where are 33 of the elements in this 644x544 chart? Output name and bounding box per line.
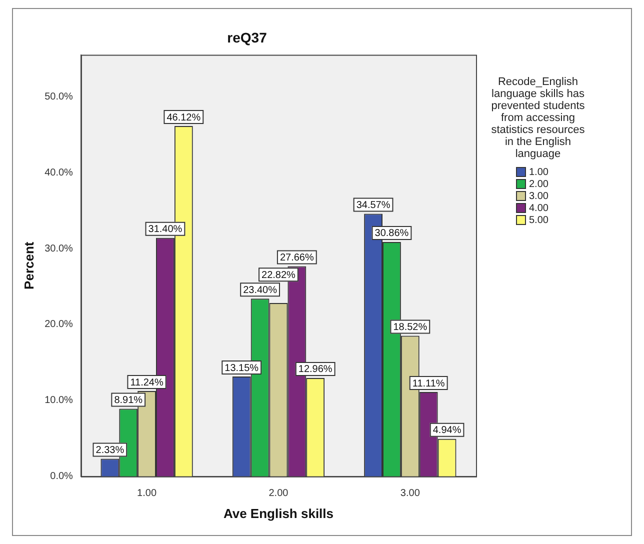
data-label: 31.40%	[148, 224, 182, 236]
x-tick-label: 1.00	[137, 488, 157, 500]
data-label: 4.94%	[432, 425, 462, 436]
data-label: 30.86%	[374, 228, 409, 240]
data-label: 27.66%	[280, 252, 314, 264]
data-label: 13.15%	[224, 362, 259, 374]
y-tick-label: 40.0%	[44, 167, 74, 178]
data-label: 22.82%	[262, 270, 296, 281]
y-tick-label: 10.0%	[44, 395, 74, 406]
data-label: 11.11%	[412, 378, 445, 390]
legend-label: 3.00	[529, 190, 548, 202]
chart-title: reQ37	[227, 29, 268, 46]
x-tick-label: 3.00	[400, 488, 420, 500]
data-label: 18.52%	[393, 322, 428, 333]
data-label: 8.91%	[114, 394, 143, 406]
data-label: 23.40%	[243, 284, 278, 296]
legend-label: 4.00	[529, 202, 548, 214]
legend-label: 1.00	[529, 166, 548, 178]
y-axis-title: Percent	[21, 241, 36, 290]
data-label: 2.33%	[96, 444, 124, 456]
y-tick-label: 0.0%	[50, 471, 74, 482]
y-tick-label: 50.0%	[44, 91, 74, 102]
y-tick-label: 30.0%	[44, 243, 74, 254]
x-axis-title: Ave English skills	[223, 506, 334, 521]
legend-label: 5.00	[529, 214, 548, 226]
legend-label: 2.00	[529, 178, 548, 190]
legend-title: Recode_English language skills has prevented students from accessing statistics resources in the English language	[490, 76, 586, 160]
data-label: 11.24%	[130, 377, 164, 388]
data-label: 46.12%	[166, 112, 201, 124]
data-label: 12.96%	[298, 364, 332, 376]
x-tick-label: 2.00	[268, 488, 289, 500]
y-tick-label: 20.0%	[44, 319, 74, 330]
data-label: 34.57%	[356, 200, 390, 212]
